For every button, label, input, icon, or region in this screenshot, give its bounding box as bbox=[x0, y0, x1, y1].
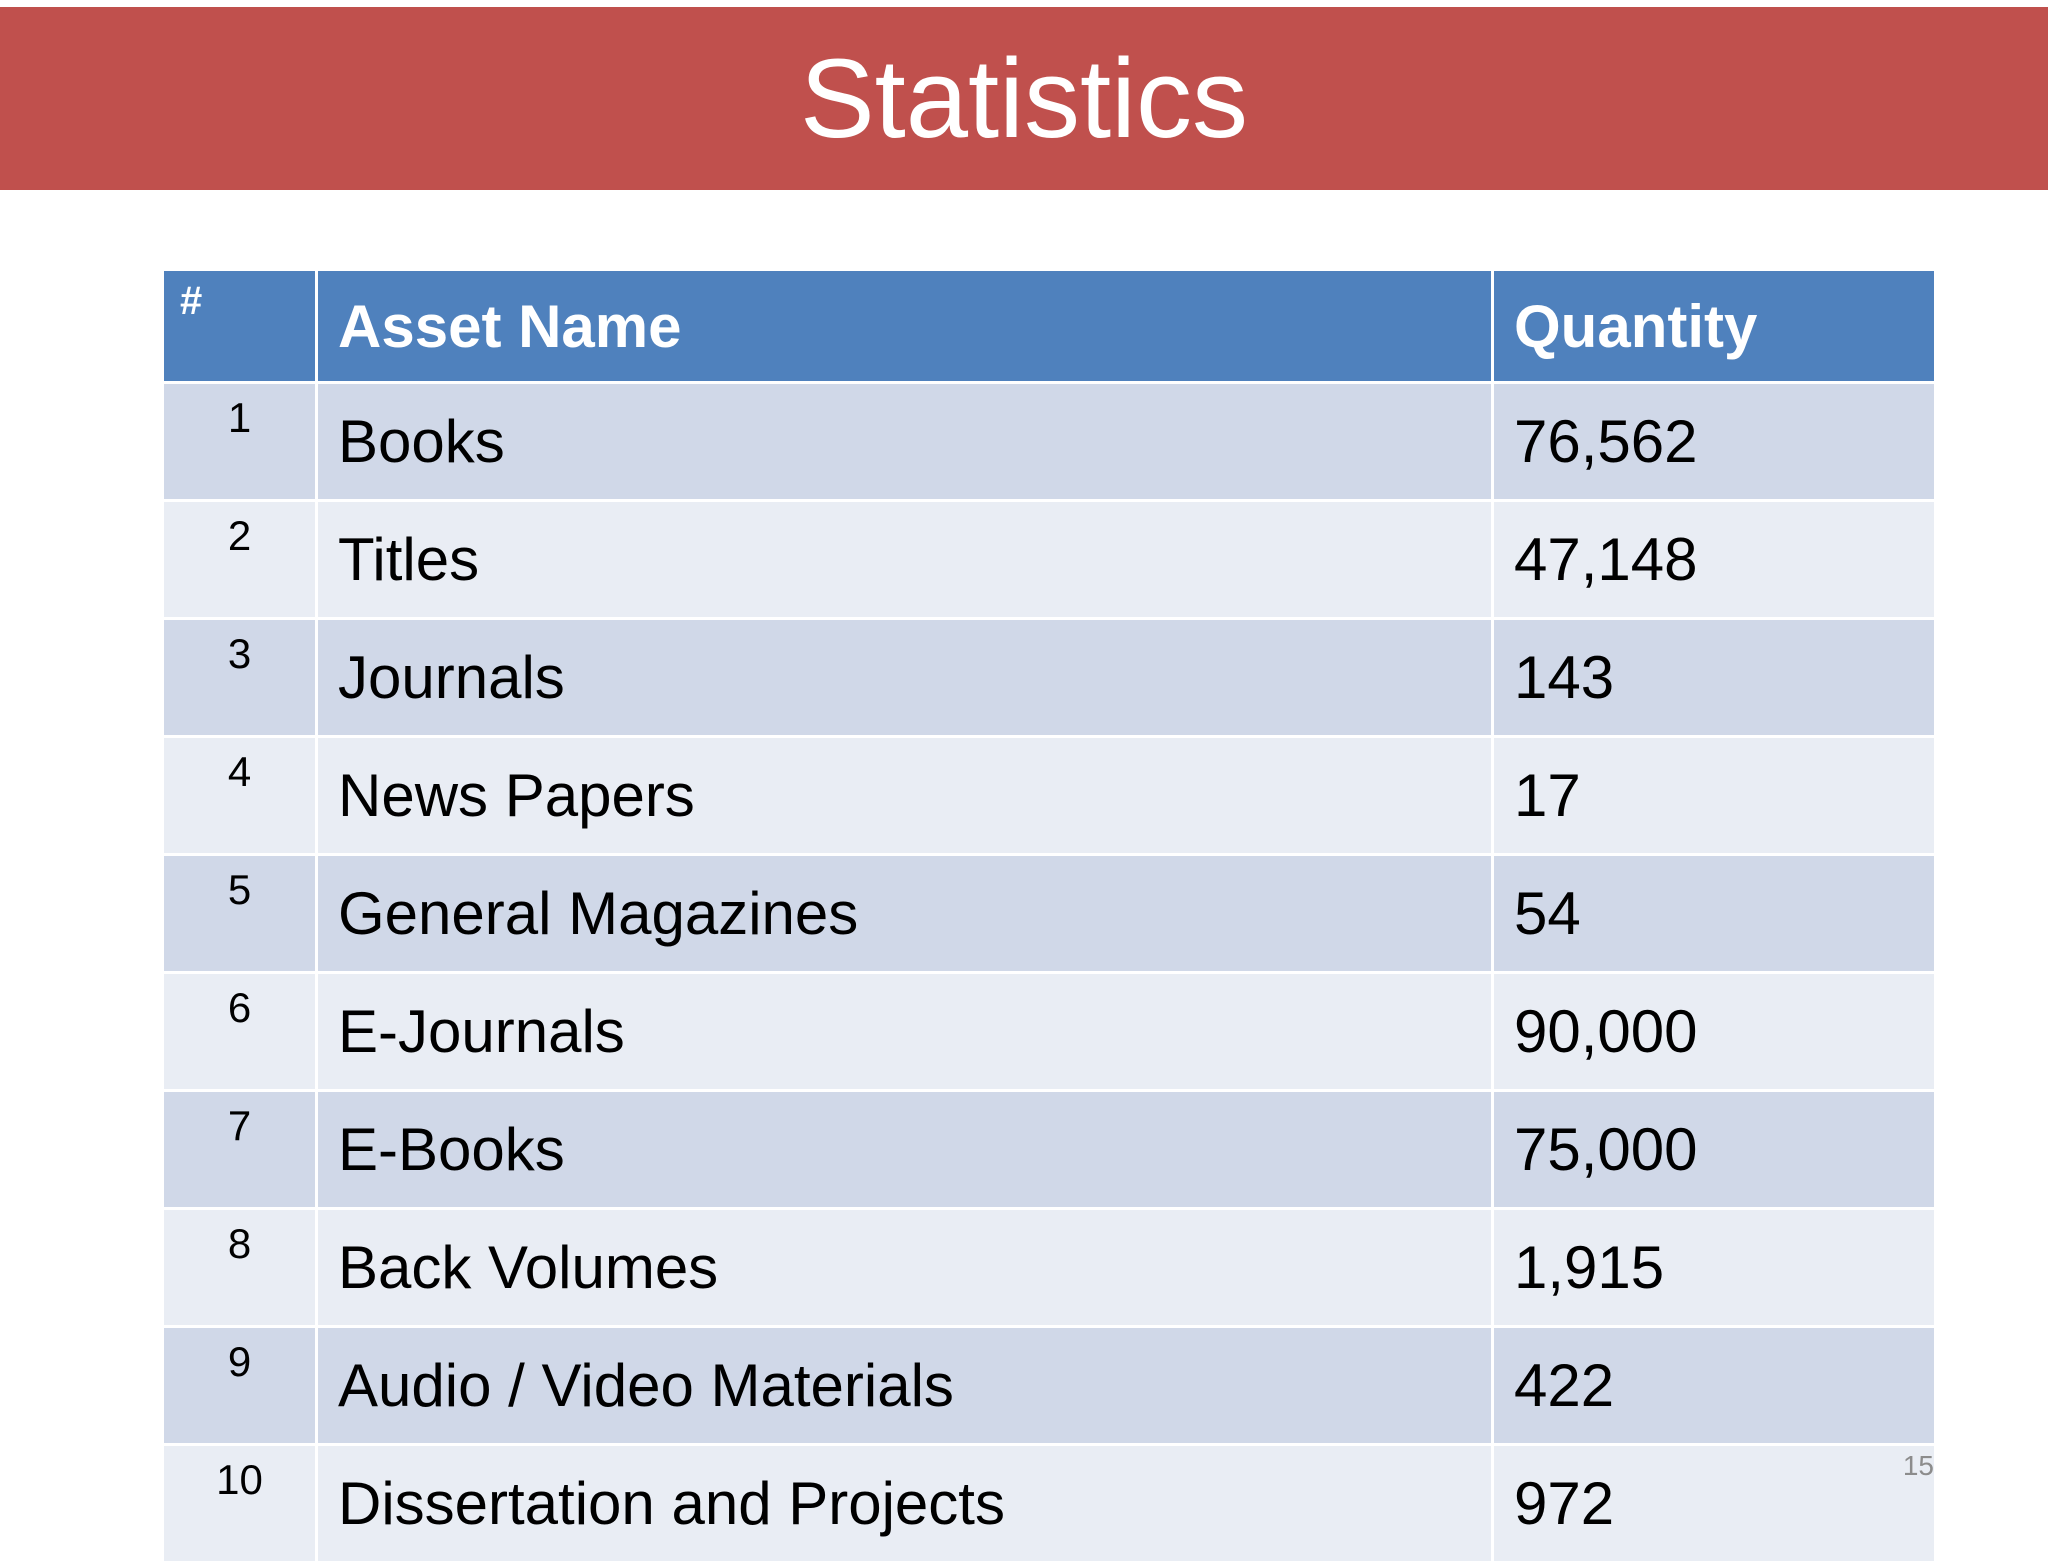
table-row: 10 Dissertation and Projects 972 bbox=[161, 1443, 1937, 1564]
table-cell: 47,148 bbox=[1491, 499, 1937, 620]
table-cell: 6 bbox=[161, 971, 318, 1092]
table-cell: 4 bbox=[161, 735, 318, 856]
table-cell: Back Volumes bbox=[315, 1207, 1494, 1328]
table-row: 6 E-Journals 90,000 bbox=[161, 971, 1937, 1092]
table-cell: News Papers bbox=[315, 735, 1494, 856]
table-row: 1 Books 76,562 bbox=[161, 381, 1937, 502]
header-row: # Asset Name Quantity bbox=[161, 268, 1937, 384]
table-cell: Audio / Video Materials bbox=[315, 1325, 1494, 1446]
table-cell: 1,915 bbox=[1491, 1207, 1937, 1328]
table-row: 3 Journals 143 bbox=[161, 617, 1937, 738]
page-number: 15 bbox=[1902, 1450, 1934, 1481]
table-cell: 422 bbox=[1491, 1325, 1937, 1446]
table-cell: Dissertation and Projects bbox=[315, 1443, 1494, 1564]
column-header: # bbox=[161, 268, 318, 384]
table-cell: 9 bbox=[161, 1325, 318, 1446]
slide-title: Statistics bbox=[799, 36, 1249, 161]
table-cell: 972 bbox=[1491, 1443, 1937, 1564]
column-header: Asset Name bbox=[315, 268, 1494, 384]
table-cell: 76,562 bbox=[1491, 381, 1937, 502]
table-cell: 1 bbox=[161, 381, 318, 502]
table-cell: Titles bbox=[315, 499, 1494, 620]
table-head: # Asset Name Quantity bbox=[161, 268, 1937, 384]
table-cell: 143 bbox=[1491, 617, 1937, 738]
table-cell: 17 bbox=[1491, 735, 1937, 856]
table-cell: 90,000 bbox=[1491, 971, 1937, 1092]
table-row: 4 News Papers 17 bbox=[161, 735, 1937, 856]
table-row: 9 Audio / Video Materials 422 bbox=[161, 1325, 1937, 1446]
table-cell: E-Books bbox=[315, 1089, 1494, 1210]
table-cell: 7 bbox=[161, 1089, 318, 1210]
table-cell: Journals bbox=[315, 617, 1494, 738]
table-row: 2 Titles 47,148 bbox=[161, 499, 1937, 620]
table-cell: Books bbox=[315, 381, 1494, 502]
table-cell: 10 bbox=[161, 1443, 318, 1564]
table-body: 1 Books 76,562 2 Titles 47,148 3 Journals 143 4 Ne… bbox=[161, 381, 1937, 1564]
title-banner: Statistics bbox=[0, 7, 2048, 190]
table-row: 7 E-Books 75,000 bbox=[161, 1089, 1937, 1210]
table-cell: 5 bbox=[161, 853, 318, 974]
table-row: 8 Back Volumes 1,915 bbox=[161, 1207, 1937, 1328]
table-cell: 75,000 bbox=[1491, 1089, 1937, 1210]
stats-table: # Asset Name Quantity 1 Books 76,562 2 Titles 4… bbox=[161, 268, 1937, 1564]
table-cell: 3 bbox=[161, 617, 318, 738]
column-header: Quantity bbox=[1491, 268, 1937, 384]
table-cell: 54 bbox=[1491, 853, 1937, 974]
table-cell: 8 bbox=[161, 1207, 318, 1328]
table-cell: 2 bbox=[161, 499, 318, 620]
table-cell: General Magazines bbox=[315, 853, 1494, 974]
table-row: 5 General Magazines 54 bbox=[161, 853, 1937, 974]
table-cell: E-Journals bbox=[315, 971, 1494, 1092]
